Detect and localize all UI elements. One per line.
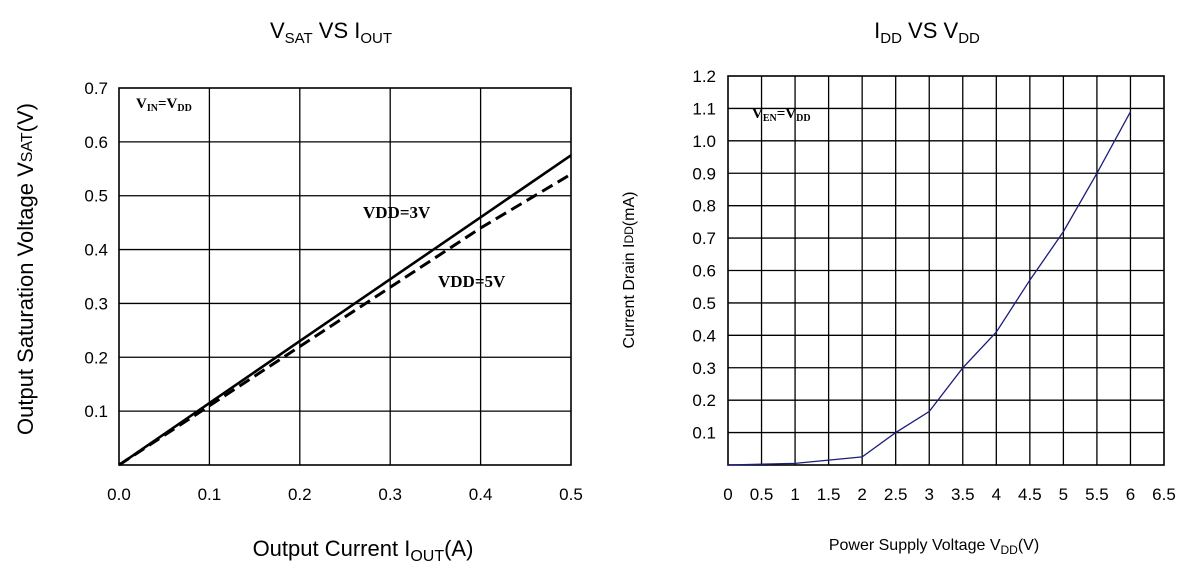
x-tick-label: 0.2	[288, 485, 312, 504]
x-tick-label: 1	[790, 485, 799, 504]
y-tick-label: 0.4	[84, 241, 108, 260]
plot-frame	[118, 87, 572, 466]
y-tick-label: 0.6	[84, 133, 108, 152]
condition-label: VEN=VDD	[752, 106, 811, 124]
series-line-idd	[727, 111, 1132, 466]
x-tick-label: 0.5	[750, 485, 774, 504]
y-tick-label: 0.7	[692, 229, 716, 248]
x-tick-label: 3.5	[951, 485, 975, 504]
series-label-vdd-5v: VDD=5V	[438, 272, 506, 291]
series-line-vdd-5v	[118, 172, 572, 467]
y-tick-label: 0.9	[692, 164, 716, 183]
y-tick-label: 0.2	[84, 348, 108, 367]
plot-frame	[727, 75, 1165, 466]
x-tick-label: 4.5	[1018, 485, 1042, 504]
x-tick-label: 5.5	[1085, 485, 1109, 504]
x-tick-label: 0.5	[559, 485, 583, 504]
x-tick-label: 2.5	[884, 485, 908, 504]
y-tick-label: 0.5	[692, 294, 716, 313]
y-axis-label: Output Saturation Voltage VSAT(V)	[13, 103, 38, 435]
x-tick-label: 6.5	[1152, 485, 1176, 504]
x-axis-label: Power Supply Voltage VDD(V)	[829, 537, 1039, 557]
x-tick-label: 3	[924, 485, 933, 504]
y-tick-label: 1.0	[692, 132, 716, 151]
y-axis-label: Current Drain IDD(mA)	[621, 192, 638, 349]
series-line-vdd-3v	[118, 154, 572, 467]
x-tick-label: 6	[1126, 485, 1135, 504]
y-tick-label: 1.1	[692, 99, 716, 118]
x-tick-label: 5	[1059, 485, 1068, 504]
x-tick-label: 1.5	[817, 485, 841, 504]
chart-title: VSAT VS IOUT	[270, 18, 392, 47]
y-tick-label: 0.5	[84, 187, 108, 206]
y-tick-label: 0.8	[692, 197, 716, 216]
x-tick-label: 0.3	[378, 485, 402, 504]
condition-label: VIN=VDD	[136, 96, 192, 114]
x-tick-label: 0	[723, 485, 732, 504]
y-tick-label: 0.3	[84, 294, 108, 313]
vsat-vs-iout-chart: VSAT VS IOUT 0.0 0.1 0.2 0.3 0.4 0.5 0.1 0.2 0.3…	[13, 18, 583, 561]
x-tick-label: 0.4	[469, 485, 493, 504]
y-tick-label: 0.3	[692, 359, 716, 378]
x-tick-label: 4	[992, 485, 1001, 504]
y-tick-label: 1.2	[692, 67, 716, 86]
x-tick-label: 2	[857, 485, 866, 504]
x-axis-label: Output Current IOUT(A)	[253, 536, 474, 561]
x-tick-label: 0.0	[107, 485, 131, 504]
idd-vs-vdd-chart: IDD VS VDD 0 0.5 1 1.5 2 2.5 3 3.5 4 4.5 5 5.5 6 6.5 0…	[621, 18, 1176, 557]
y-tick-label: 0.4	[692, 326, 716, 345]
y-tick-label: 0.2	[692, 391, 716, 410]
y-tick-label: 0.1	[692, 424, 716, 443]
y-tick-label: 0.7	[84, 79, 108, 98]
x-tick-label: 0.1	[198, 485, 222, 504]
chart-title: IDD VS VDD	[874, 18, 980, 47]
y-tick-label: 0.1	[84, 402, 108, 421]
series-label-vdd-3v: VDD=3V	[363, 203, 431, 222]
y-tick-label: 0.6	[692, 262, 716, 281]
